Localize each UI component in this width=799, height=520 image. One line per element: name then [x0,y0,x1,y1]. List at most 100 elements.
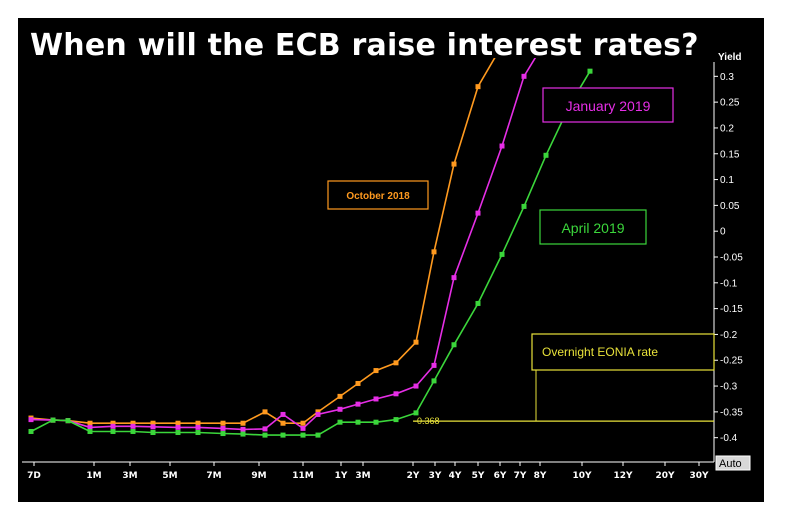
x-tick-label: 7M [206,471,221,481]
series-label-text: January 2019 [566,98,651,114]
series-line [30,70,591,436]
data-point [220,431,226,437]
x-tick-label: 3M [122,471,137,481]
data-point [587,68,593,74]
data-point [431,249,437,255]
data-point [355,380,361,386]
data-point [475,210,481,216]
data-point [337,419,343,425]
axes: Yield 0.3 0.25 0.2 0.15 0.1 0.05 0 -0.05 -0.1 -0.1… [22,52,751,481]
data-point [110,423,116,429]
y-tick-label: -0.2 [720,330,738,341]
data-point [280,432,286,438]
data-point [413,339,419,345]
data-point [28,428,34,434]
series-line [30,58,496,424]
y-tick-label: -0.3 [720,382,738,393]
y-tick-label: 0.25 [720,98,740,109]
x-tick-label: 1M [86,471,101,481]
x-tick-label: 3M [355,471,370,481]
data-point [300,432,306,438]
chart-plot: Yield 0.3 0.25 0.2 0.15 0.1 0.05 0 -0.05 -0.1 -0.1… [22,52,751,481]
data-point [220,420,226,426]
y-tick-label: -0.05 [720,253,743,264]
x-tick-label: 9M [251,471,266,481]
data-point [195,420,201,426]
data-point [451,161,457,167]
data-point [413,410,419,416]
data-point [195,424,201,430]
y-tick-label: -0.1 [720,278,738,289]
data-point [300,425,306,431]
data-point [220,425,226,431]
data-point [175,430,181,436]
data-point [280,420,286,426]
y-tick-label: -0.25 [720,356,743,367]
series-label-text: April 2019 [561,220,624,236]
data-point [499,143,505,149]
data-point [240,420,246,426]
x-tick-label: 5Y [472,471,485,481]
data-point [87,424,93,430]
data-point [451,342,457,348]
data-point [240,426,246,432]
data-point [451,275,457,281]
data-point [130,428,136,434]
series-1 [28,58,537,432]
y-tick-label: -0.4 [720,433,738,444]
data-point [195,430,201,436]
x-tick-label: 5M [162,471,177,481]
data-point [373,419,379,425]
y-tick-label: 0.1 [720,175,734,186]
data-point [475,84,481,90]
x-tick-label: 3Y [429,471,442,481]
data-point [28,417,34,423]
series-group [28,58,593,438]
data-point [475,300,481,306]
data-point [337,393,343,399]
series-label-box [542,87,674,123]
series-label-box [539,209,647,245]
y-tick-label: 0 [720,227,726,238]
data-point [150,424,156,430]
data-point [315,411,321,417]
series-labels: October 2018 January 2019 April 2019 [327,87,674,245]
series-line [30,58,537,431]
data-point [65,418,71,424]
x-tick-label: 12Y [613,471,633,481]
y-tick-label: 0.2 [720,123,734,134]
data-point [87,428,93,434]
x-tick-label: 6Y [494,471,507,481]
y-tick-label: 0.05 [720,201,740,212]
data-point [431,378,437,384]
y-tick-label: -0.15 [720,304,743,315]
data-point [521,203,527,209]
data-point [110,428,116,434]
data-point [413,383,419,389]
data-point [393,417,399,423]
data-point [499,251,505,257]
reference-line-group: -0.368 Overnight EONIA rate [413,333,715,426]
data-point [262,426,268,432]
data-point [110,420,116,426]
y-tick-label: 0.15 [720,149,740,160]
series-label-box [327,180,429,210]
x-tick-label: 11M [292,471,314,481]
x-tick-label: 20Y [655,471,675,481]
x-tick-label: 30Y [689,471,709,481]
data-point [262,409,268,415]
x-tick-label: 7Y [514,471,527,481]
x-tick-label: 10Y [572,471,592,481]
eonia-label-text: Overnight EONIA rate [542,345,658,359]
data-point [175,420,181,426]
data-point [315,432,321,438]
eonia-label-box [531,333,715,371]
data-point [373,368,379,374]
data-point [543,152,549,158]
x-tick-label: 7D [27,471,41,481]
auto-button-label[interactable]: Auto [719,458,742,470]
data-point [300,420,306,426]
data-point [240,431,246,437]
data-point [393,360,399,366]
auto-button[interactable] [715,455,751,471]
